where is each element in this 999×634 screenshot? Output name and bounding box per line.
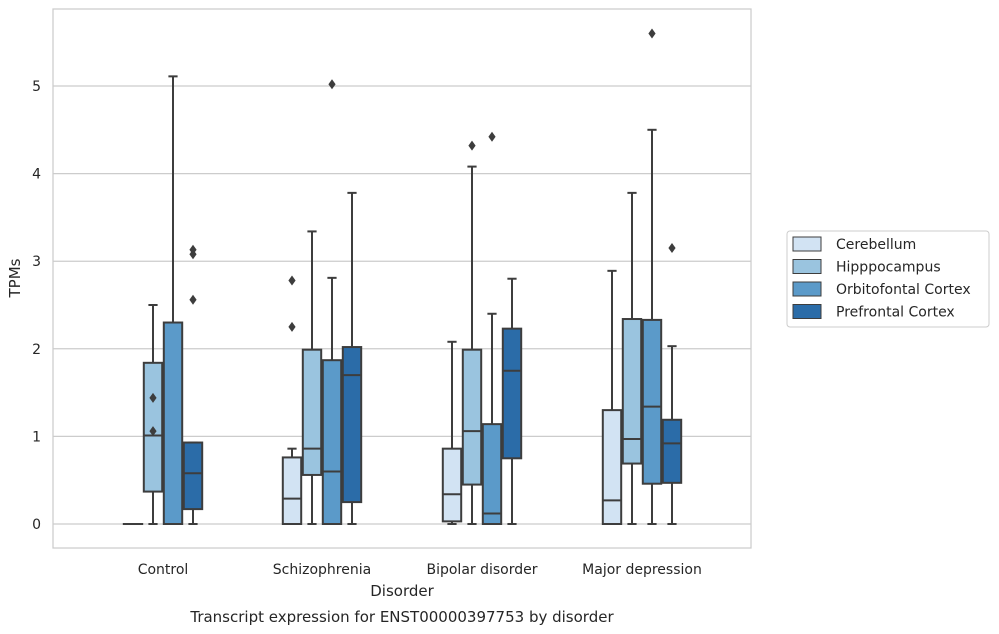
box-prefrontal-cortex-control [182,244,204,525]
y-tick-label: 3 [32,254,41,270]
outlier-point [468,140,476,151]
outlier-point [668,243,676,254]
box-body [182,441,204,511]
outlier-point [328,79,336,90]
box-body [281,456,303,526]
x-axis-label: Disorder [370,582,434,600]
legend-swatch [792,259,822,274]
box-body [661,418,683,484]
legend-label: Orbitofontal Cortex [836,282,971,298]
box-plot-area [122,28,683,526]
y-tick-label: 2 [32,342,41,358]
box-body [162,321,184,525]
box-orbitofontal-cortex-schizophrenia [321,79,343,525]
outlier-point [288,275,296,286]
y-axis-ticks: 0 1 2 3 4 5 [32,79,41,533]
legend-label: Prefrontal Cortex [836,305,955,321]
x-tick-label: Bipolar disorder [426,562,537,578]
box-orbitofontal-cortex-bipolar-disorder [481,131,503,525]
chart-caption: Transcript expression for ENST0000039775… [189,608,614,626]
box-hipppocampus-bipolar-disorder [461,140,483,525]
outlier-point [288,321,296,332]
plot-frame [52,8,752,549]
box-orbitofontal-cortex-control [162,75,184,525]
box-orbitofontal-cortex-major-depression [641,28,663,525]
x-tick-label: Schizophrenia [273,562,371,578]
legend-label: Cerebellum [836,237,916,253]
legend-swatch [792,236,822,252]
x-tick-label: Control [138,562,189,578]
box-cerebellum-bipolar-disorder [441,340,463,525]
box-body [501,327,523,460]
y-tick-label: 0 [32,517,41,533]
box-hipppocampus-major-depression [621,191,643,525]
outlier-point [189,244,197,255]
y-axis-label: TPMs [6,258,24,298]
box-body [621,318,643,465]
box-body [321,359,343,525]
outlier-point [488,131,496,142]
box-hipppocampus-schizophrenia [301,230,323,525]
y-tick-label: 1 [32,429,41,445]
outlier-point [189,294,197,305]
box-prefrontal-cortex-bipolar-disorder [501,277,523,525]
box-body [601,409,623,525]
outlier-point [149,392,157,403]
box-hipppocampus-control [142,304,164,525]
box-body [441,447,463,523]
legend-label: Hipppocampus [836,260,941,276]
box-body [481,423,503,525]
box-prefrontal-cortex-schizophrenia [341,191,363,525]
legend-swatch [792,304,822,319]
legend-frame [786,230,990,328]
box-body [461,348,483,486]
box-cerebellum-major-depression [601,269,623,525]
y-tick-label: 4 [32,167,41,183]
legend-swatch [792,281,822,297]
box-body [301,348,323,476]
outlier-point [648,28,656,39]
box-prefrontal-cortex-major-depression [661,243,683,525]
legend: Cerebellum Hipppocampus Orbitofontal Corte… [786,230,990,328]
x-axis-ticks: Control Schizophrenia Bipolar disorder Majo… [138,562,702,578]
x-tick-label: Major depression [582,562,702,578]
box-body [641,318,663,485]
y-tick-label: 5 [32,79,41,95]
outlier-point [149,426,157,437]
box-body [341,346,363,504]
legend-items: Cerebellum Hipppocampus Orbitofontal Corte… [792,236,971,321]
box-cerebellum-schizophrenia [281,275,303,526]
